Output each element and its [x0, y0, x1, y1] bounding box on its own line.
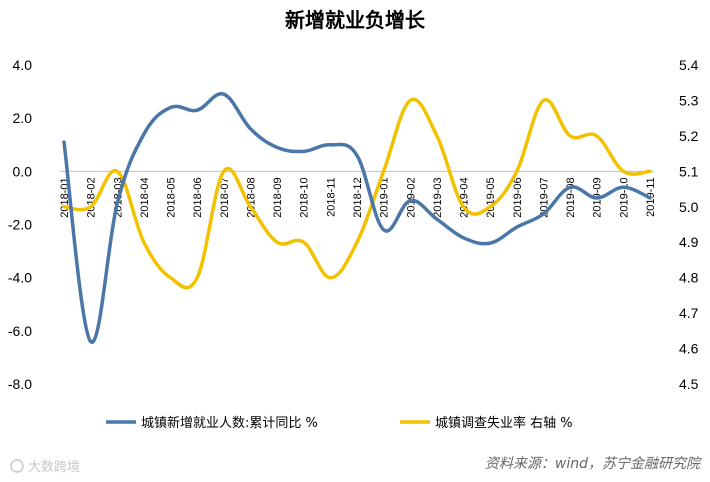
x-tick-label: 2018-05 — [166, 177, 178, 217]
series-layer — [62, 92, 652, 344]
x-tick-label: 2018-06 — [192, 177, 204, 217]
left-tick-label: -6.0 — [8, 323, 32, 339]
legend: 城镇新增就业人数:累计同比 % 城镇调查失业率 右轴 % — [106, 415, 573, 431]
source-note: 资料来源：wind，苏宁金融研究院 — [485, 456, 702, 472]
right-tick-label: 5.4 — [679, 57, 699, 73]
x-tick-label: 2018-10 — [299, 177, 311, 217]
right-tick-label: 5.1 — [679, 163, 699, 179]
series-line-employment — [62, 92, 652, 344]
x-tick-label: 2019-05 — [485, 177, 497, 217]
x-tick-label: 2019-01 — [379, 177, 391, 217]
left-tick-label: 4.0 — [13, 57, 33, 73]
right-tick-label: 4.8 — [679, 270, 699, 286]
x-tick-label: 2019-02 — [405, 177, 417, 217]
left-tick-label: -4.0 — [8, 270, 32, 286]
x-axis-ticks: 2018-01 2018-02 2018-03 2018-04 2018-05 2018-… — [59, 177, 657, 217]
x-tick-label: 2018-11 — [325, 177, 337, 217]
right-tick-label: 5.2 — [679, 128, 699, 144]
watermark-logo-icon — [10, 459, 24, 473]
x-tick-label: 2019-10 — [618, 177, 630, 217]
x-tick-label: 2018-07 — [219, 177, 231, 217]
x-tick-label: 2019-08 — [565, 177, 577, 217]
right-tick-label: 5.3 — [679, 92, 699, 108]
x-tick-label: 2018-09 — [272, 177, 284, 217]
chart-title: 新增就业负增长 — [285, 8, 426, 32]
watermark-text: 大数跨境 — [28, 460, 80, 475]
watermark: 大数跨境 — [10, 459, 80, 475]
right-tick-label: 5.0 — [679, 199, 699, 215]
legend-label-unemployment: 城镇调查失业率 右轴 % — [435, 415, 573, 431]
right-tick-label: 4.6 — [679, 341, 699, 357]
left-tick-label: -2.0 — [8, 217, 32, 233]
legend-label-employment: 城镇新增就业人数:累计同比 % — [141, 415, 318, 431]
x-tick-label: 2018-04 — [139, 177, 151, 217]
series-line-unemployment — [62, 97, 652, 290]
x-tick-label: 2019-06 — [512, 177, 524, 217]
left-tick-label: -8.0 — [8, 376, 32, 392]
x-tick-label: 2018-08 — [245, 177, 257, 217]
right-tick-label: 4.7 — [679, 305, 699, 321]
left-tick-label: 2.0 — [13, 110, 33, 126]
left-axis-ticks: 4.0 2.0 0.0 -2.0 -4.0 -6.0 -8.0 — [8, 57, 32, 392]
x-tick-label: 2018-12 — [352, 177, 364, 217]
x-tick-label: 2019-03 — [432, 177, 444, 217]
left-tick-label: 0.0 — [13, 163, 33, 179]
x-tick-label: 2019-07 — [538, 177, 550, 217]
right-axis-ticks: 5.4 5.3 5.2 5.1 5.0 4.9 4.8 4.7 4.6 4.5 — [679, 57, 699, 392]
x-tick-label: 2019-04 — [459, 177, 471, 217]
right-tick-label: 4.5 — [679, 376, 699, 392]
right-tick-label: 4.9 — [679, 234, 699, 250]
